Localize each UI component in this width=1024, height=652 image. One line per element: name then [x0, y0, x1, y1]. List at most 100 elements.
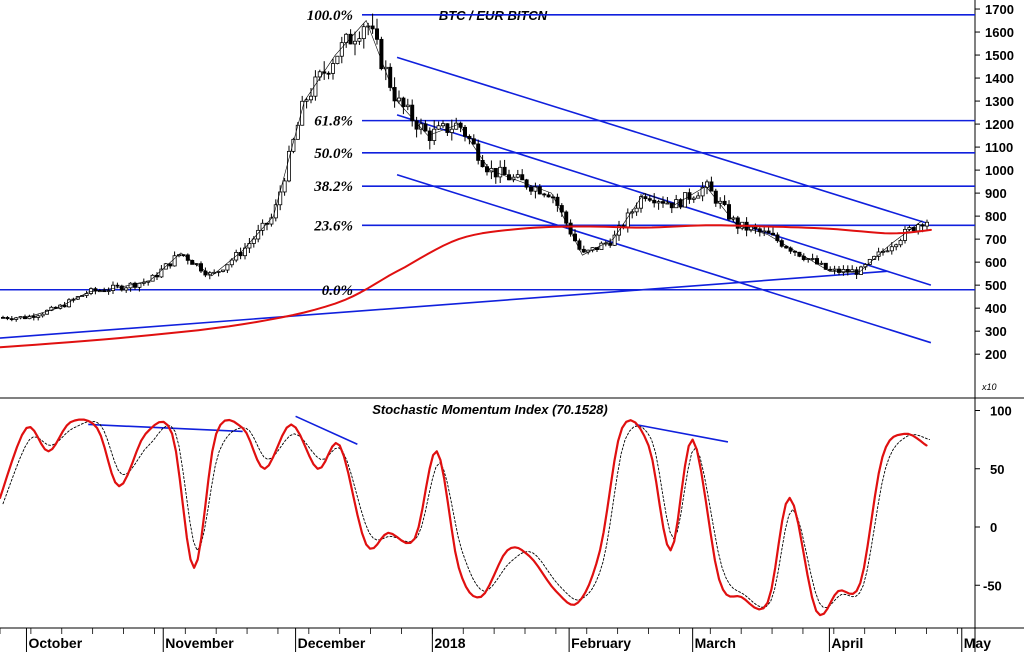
oscillator-panel	[0, 415, 930, 617]
candle-body	[669, 202, 674, 209]
trend-line	[0, 270, 887, 339]
candle-body	[577, 240, 582, 250]
fib-level-label: 38.2%	[313, 179, 353, 195]
price-y-tick-label: 500	[985, 278, 1007, 293]
candle-body	[898, 240, 903, 246]
candle-body	[709, 181, 714, 192]
candle-body	[361, 26, 366, 40]
candle-body	[405, 104, 410, 108]
candle-body	[300, 100, 305, 126]
candle-body	[388, 66, 393, 88]
candle-body	[920, 224, 925, 227]
x-tick-label: December	[298, 635, 366, 651]
candle-body	[630, 211, 635, 214]
candle-body	[546, 194, 551, 198]
candle-body	[894, 244, 899, 248]
candle-body	[440, 123, 445, 127]
candle-body	[652, 199, 657, 204]
osc-y-tick-label: 0	[990, 520, 997, 535]
candle-body	[867, 258, 872, 265]
candle-body	[379, 38, 384, 70]
candle-body	[374, 28, 379, 40]
candle-body	[14, 317, 19, 320]
price-y-tick-label: 1500	[985, 48, 1014, 63]
candle-body	[551, 196, 556, 199]
candle-body	[542, 193, 547, 196]
candle-body	[18, 316, 23, 319]
candle-body	[529, 186, 534, 192]
candle-body	[326, 72, 331, 75]
candle-body	[779, 240, 784, 247]
candle-body	[308, 95, 313, 101]
candle-body	[757, 228, 762, 232]
candle-body	[462, 126, 467, 137]
candle-body	[471, 138, 476, 145]
candle-body	[832, 268, 837, 271]
candle-body	[625, 212, 630, 228]
candle-body	[40, 313, 45, 317]
osc-y-tick-label: 100	[990, 404, 1012, 419]
candle-body	[678, 199, 683, 208]
candle-body	[67, 299, 72, 308]
x-tick-label: May	[964, 635, 991, 651]
x-tick-label: 2018	[434, 635, 465, 651]
price-y-tick-label: 400	[985, 301, 1007, 316]
candle-body	[639, 196, 644, 209]
candle-body	[410, 104, 415, 122]
candle-body	[124, 287, 129, 291]
candle-body	[102, 290, 107, 293]
candle-body	[828, 268, 833, 271]
candle-body	[876, 251, 881, 257]
candle-body	[49, 306, 54, 311]
candle-body	[348, 33, 353, 45]
fib-level-label: 50.0%	[314, 146, 353, 162]
candle-body	[608, 242, 613, 246]
candle-body	[198, 263, 203, 272]
candle-body	[850, 269, 855, 273]
price-y-tick-label: 600	[985, 255, 1007, 270]
trend-line	[396, 56, 927, 224]
candle-body	[286, 150, 291, 182]
candle-body	[454, 122, 459, 130]
candle-body	[885, 250, 890, 253]
candle-body	[357, 38, 362, 42]
candle-body	[925, 221, 930, 227]
price-y-tick-label: 1400	[985, 71, 1014, 86]
candle-body	[119, 285, 124, 291]
price-y-tick-label: 200	[985, 347, 1007, 362]
candle-body	[872, 255, 877, 260]
candle-body	[427, 130, 432, 141]
price-y-tick-label: 900	[985, 186, 1007, 201]
candle-body	[154, 274, 159, 278]
price-y-tick-label: 1700	[985, 2, 1014, 17]
candle-body	[45, 309, 50, 315]
osc-trend-line	[635, 423, 729, 443]
candle-body	[722, 200, 727, 205]
candle-body	[665, 202, 670, 205]
candle-body	[106, 290, 111, 292]
x-tick-label: April	[831, 635, 863, 651]
candle-body	[911, 227, 916, 232]
candle-body	[273, 204, 278, 219]
candle-body	[502, 166, 507, 176]
candle-body	[700, 186, 705, 197]
candle-body	[89, 288, 94, 294]
candle-body	[128, 282, 133, 289]
candle-body	[304, 99, 309, 102]
candle-body	[498, 166, 503, 178]
candle-body	[115, 284, 120, 287]
candle-body	[436, 125, 441, 130]
candle-body	[819, 262, 824, 265]
candle-body	[647, 198, 652, 201]
signal-line	[2, 420, 930, 609]
candle-body	[555, 196, 560, 206]
candle-body	[423, 123, 428, 132]
candle-body	[564, 211, 569, 224]
candle-body	[295, 124, 300, 140]
candle-body	[141, 281, 146, 284]
price-y-tick-label: 700	[985, 232, 1007, 247]
candle-body	[449, 128, 454, 133]
candle-body	[661, 201, 666, 204]
